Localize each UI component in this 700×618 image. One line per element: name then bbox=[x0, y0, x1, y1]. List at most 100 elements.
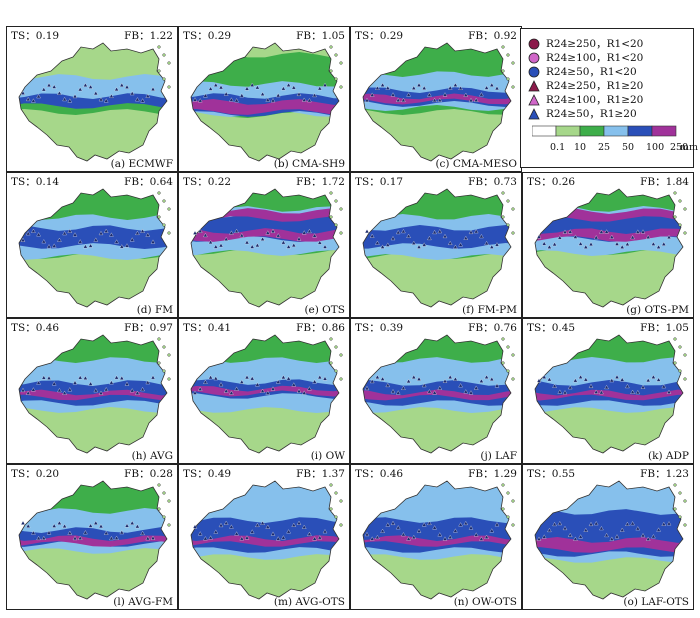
colorbar-segment bbox=[579, 125, 605, 137]
ts-score: TS：0.46 bbox=[11, 322, 60, 334]
fb-score: FB：1.23 bbox=[640, 468, 689, 480]
rainfall-map bbox=[18, 188, 171, 308]
station-marker bbox=[98, 97, 104, 102]
station-marker bbox=[192, 230, 198, 235]
station-marker bbox=[135, 390, 140, 395]
station-marker bbox=[36, 380, 41, 385]
station-marker bbox=[301, 230, 307, 235]
station-marker bbox=[375, 534, 380, 540]
station-marker bbox=[67, 530, 73, 535]
station-marker bbox=[291, 522, 297, 527]
station-marker bbox=[119, 375, 125, 380]
station-marker bbox=[489, 82, 495, 87]
station-marker bbox=[218, 522, 224, 528]
station-marker bbox=[88, 84, 93, 89]
station-marker bbox=[57, 90, 62, 95]
station-marker bbox=[619, 244, 625, 249]
station-marker bbox=[260, 388, 265, 393]
station-marker bbox=[62, 523, 67, 528]
station-marker bbox=[140, 228, 145, 233]
station-marker bbox=[83, 244, 88, 249]
station-marker bbox=[312, 92, 317, 98]
station-marker bbox=[145, 536, 151, 541]
station-marker bbox=[468, 525, 474, 530]
station-marker bbox=[57, 388, 62, 393]
ts-score: TS：0.17 bbox=[355, 176, 404, 188]
station-marker bbox=[83, 82, 88, 87]
station-marker bbox=[249, 244, 255, 249]
station-marker bbox=[270, 228, 276, 233]
station-marker bbox=[562, 390, 568, 395]
station-marker bbox=[614, 374, 620, 379]
station-marker bbox=[375, 374, 380, 379]
station-marker bbox=[124, 243, 130, 248]
station-marker bbox=[385, 242, 391, 247]
station-marker bbox=[442, 536, 448, 541]
station-marker bbox=[234, 386, 239, 391]
station-marker bbox=[562, 229, 568, 234]
station-marker bbox=[275, 93, 281, 98]
map-panel: TS：0.49 FB：1.37 (m) AVG-OTS bbox=[178, 464, 350, 610]
station-marker bbox=[432, 390, 437, 395]
station-marker bbox=[93, 90, 99, 96]
station-marker bbox=[453, 528, 458, 533]
legend-label: R24≥250，R1<20 bbox=[546, 38, 644, 50]
colorbar-tick-label: 10 bbox=[574, 142, 587, 153]
station-marker bbox=[244, 240, 250, 245]
station-marker bbox=[463, 389, 469, 394]
station-marker bbox=[614, 241, 620, 246]
station-marker bbox=[317, 86, 323, 91]
station-marker bbox=[255, 242, 260, 248]
station-marker bbox=[25, 390, 31, 395]
station-marker bbox=[604, 384, 609, 390]
station-marker bbox=[364, 385, 370, 391]
station-marker bbox=[67, 387, 73, 392]
station-marker bbox=[239, 233, 245, 238]
legend-entry: R24≥250，R1≥20 bbox=[528, 78, 643, 92]
station-marker bbox=[51, 84, 57, 89]
station-marker bbox=[588, 241, 594, 246]
panel-caption: (l) AVG-FM bbox=[113, 596, 173, 608]
station-marker bbox=[213, 529, 219, 534]
panel-caption: (f) FM-PM bbox=[462, 304, 517, 316]
ts-score: TS：0.19 bbox=[11, 30, 60, 42]
station-marker bbox=[223, 236, 229, 241]
station-marker bbox=[129, 388, 135, 393]
panel-caption: (e) OTS bbox=[304, 304, 345, 316]
map-panel: TS：0.29 FB：0.92 (c) CMA-MESO bbox=[350, 26, 522, 172]
station-marker bbox=[552, 383, 557, 388]
station-marker bbox=[281, 86, 286, 91]
station-marker bbox=[307, 98, 312, 103]
panel-caption: (b) CMA-SH9 bbox=[273, 158, 345, 170]
station-marker bbox=[453, 376, 458, 381]
station-marker bbox=[41, 535, 47, 540]
station-marker bbox=[583, 244, 589, 249]
legend-label: R24≥100，R1<20 bbox=[546, 52, 644, 64]
station-marker bbox=[458, 242, 463, 247]
station-marker bbox=[140, 98, 145, 103]
station-marker bbox=[421, 242, 427, 247]
panel-caption: (h) AVG bbox=[131, 450, 173, 462]
station-marker bbox=[145, 232, 151, 237]
triangle-marker-icon bbox=[528, 108, 540, 120]
map-panel: TS：0.29 FB：1.05 (b) CMA-SH9 bbox=[178, 26, 350, 172]
rainfall-map bbox=[18, 480, 171, 600]
station-marker bbox=[307, 228, 312, 233]
station-marker bbox=[416, 82, 422, 87]
station-marker bbox=[109, 380, 114, 385]
station-marker bbox=[301, 524, 307, 529]
station-marker bbox=[447, 85, 453, 90]
station-marker bbox=[489, 376, 495, 381]
station-marker bbox=[203, 379, 208, 384]
station-marker bbox=[666, 521, 672, 526]
station-marker bbox=[124, 84, 130, 89]
station-marker bbox=[401, 229, 406, 234]
station-marker bbox=[630, 521, 635, 526]
station-marker bbox=[385, 85, 391, 90]
station-marker bbox=[140, 387, 145, 392]
station-marker bbox=[265, 230, 271, 235]
station-marker bbox=[296, 91, 302, 96]
rainfall-map bbox=[534, 188, 687, 308]
map-panel: TS：0.46 FB：1.29 (n) OW-OTS bbox=[350, 464, 522, 610]
station-marker bbox=[77, 375, 83, 380]
